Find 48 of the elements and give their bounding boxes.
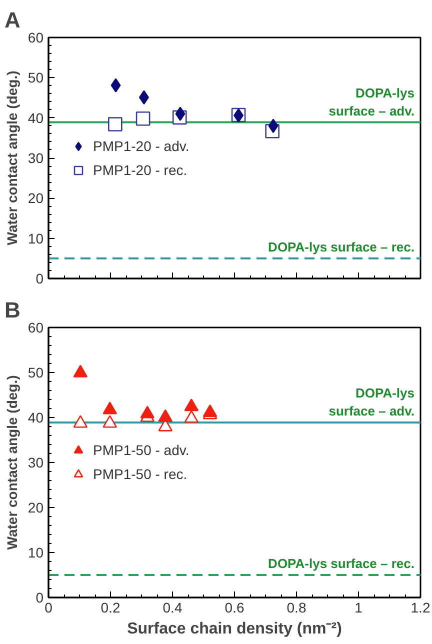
y-tick-label: 20 (28, 190, 44, 206)
point (268, 118, 278, 134)
point (158, 409, 173, 422)
point (102, 402, 118, 414)
point (202, 404, 218, 417)
x-tick-label: 0.8 (286, 600, 306, 616)
ref-line-label: DOPA-lys surface – adv. (328, 85, 415, 118)
point (184, 410, 199, 423)
point (138, 90, 149, 104)
ref-line-label: DOPA-lys surface – rec. (268, 556, 415, 571)
y-tick-label: 60 (28, 320, 44, 336)
ref-line-label: DOPA-lys surface – rec. (268, 239, 415, 254)
point (140, 406, 155, 418)
point (73, 364, 88, 378)
y-tick-label: 60 (28, 30, 44, 46)
y-tick-label: 40 (28, 410, 44, 426)
y-tick-label: 50 (28, 364, 44, 380)
point (136, 111, 150, 126)
y-tick-label: 0 (36, 590, 44, 606)
point (108, 117, 122, 132)
y-axis-title: Water contact angle (deg.) (4, 70, 20, 246)
point (73, 415, 88, 428)
x-axis-title: Surface chain density (nm⁻²) (127, 620, 342, 638)
legend-label: PMP1-20 - adv. (93, 138, 190, 154)
legend-label: PMP1-50 - adv. (93, 442, 190, 458)
legend-label: PMP1-50 - rec. (93, 466, 188, 482)
x-tick-label: 0.2 (100, 600, 120, 616)
y-tick-label: 40 (28, 110, 44, 126)
x-tick-label: 1.2 (410, 600, 430, 616)
point (102, 415, 118, 428)
y-tick-label: 10 (28, 544, 44, 560)
y-tick-label: 30 (28, 454, 44, 470)
chart-title: B (4, 298, 20, 322)
y-tick-label: 50 (28, 70, 44, 86)
legend-label: PMP1-20 - rec. (93, 162, 188, 178)
point (184, 398, 199, 412)
chart-title: A (4, 8, 20, 32)
y-tick-label: 30 (28, 150, 44, 166)
x-tick-label: 0.4 (162, 600, 182, 616)
point (175, 106, 186, 121)
y-tick-label: 20 (28, 500, 44, 516)
y-axis-title: Water contact angle (deg.) (4, 375, 20, 550)
ref-line-label: DOPA-lys surface – adv. (328, 385, 415, 418)
x-tick-label: 1 (354, 600, 363, 616)
x-tick-label: 0.6 (224, 600, 244, 616)
y-tick-label: 0 (36, 270, 44, 286)
point (110, 78, 121, 92)
y-tick-label: 10 (28, 230, 44, 246)
